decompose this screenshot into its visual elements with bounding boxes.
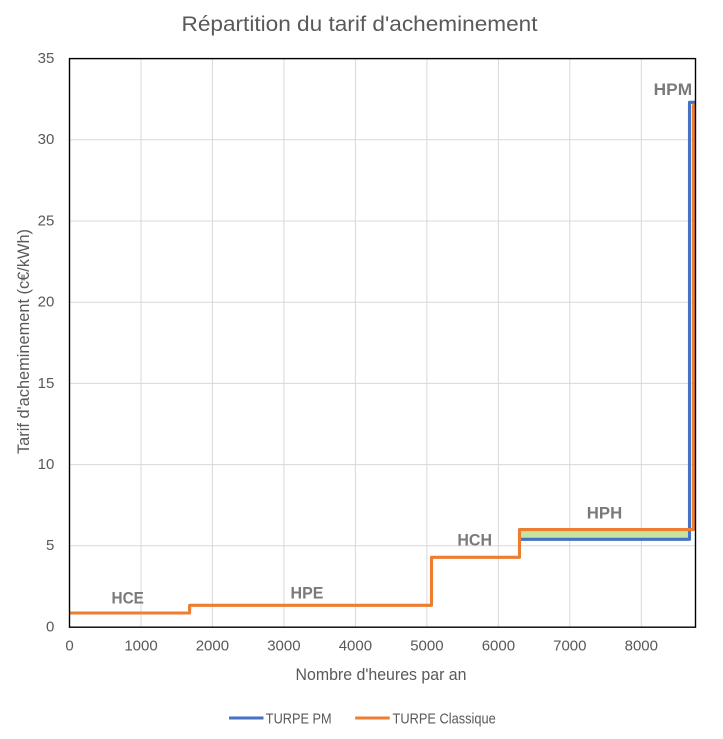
svg-text:TURPE PM: TURPE PM	[266, 710, 332, 727]
svg-text:Nombre d'heures par an: Nombre d'heures par an	[296, 665, 467, 684]
svg-text:HPE: HPE	[291, 583, 324, 602]
svg-text:20: 20	[38, 294, 55, 311]
svg-text:Répartition du tarif d'achemin: Répartition du tarif d'acheminement	[182, 13, 538, 36]
svg-text:35: 35	[38, 50, 55, 67]
svg-text:TURPE Classique: TURPE Classique	[393, 710, 496, 727]
svg-text:6000: 6000	[482, 638, 515, 655]
svg-text:5000: 5000	[410, 638, 443, 655]
svg-text:25: 25	[38, 212, 55, 229]
svg-text:4000: 4000	[339, 638, 372, 655]
svg-text:8000: 8000	[625, 638, 658, 655]
svg-text:2000: 2000	[196, 638, 229, 655]
svg-text:3000: 3000	[267, 638, 300, 655]
svg-text:HCH: HCH	[457, 531, 492, 550]
svg-text:10: 10	[38, 456, 55, 473]
svg-text:Tarif d'acheminement (c€/kWh): Tarif d'acheminement (c€/kWh)	[14, 229, 33, 454]
svg-text:0: 0	[46, 618, 54, 635]
svg-text:0: 0	[65, 638, 73, 655]
svg-text:30: 30	[38, 131, 55, 148]
svg-text:7000: 7000	[553, 638, 586, 655]
svg-text:15: 15	[38, 375, 55, 392]
svg-text:1000: 1000	[124, 638, 157, 655]
svg-text:HPM: HPM	[654, 80, 692, 99]
svg-text:5: 5	[46, 537, 54, 554]
svg-text:HCE: HCE	[112, 588, 144, 607]
svg-text:HPH: HPH	[587, 504, 622, 523]
